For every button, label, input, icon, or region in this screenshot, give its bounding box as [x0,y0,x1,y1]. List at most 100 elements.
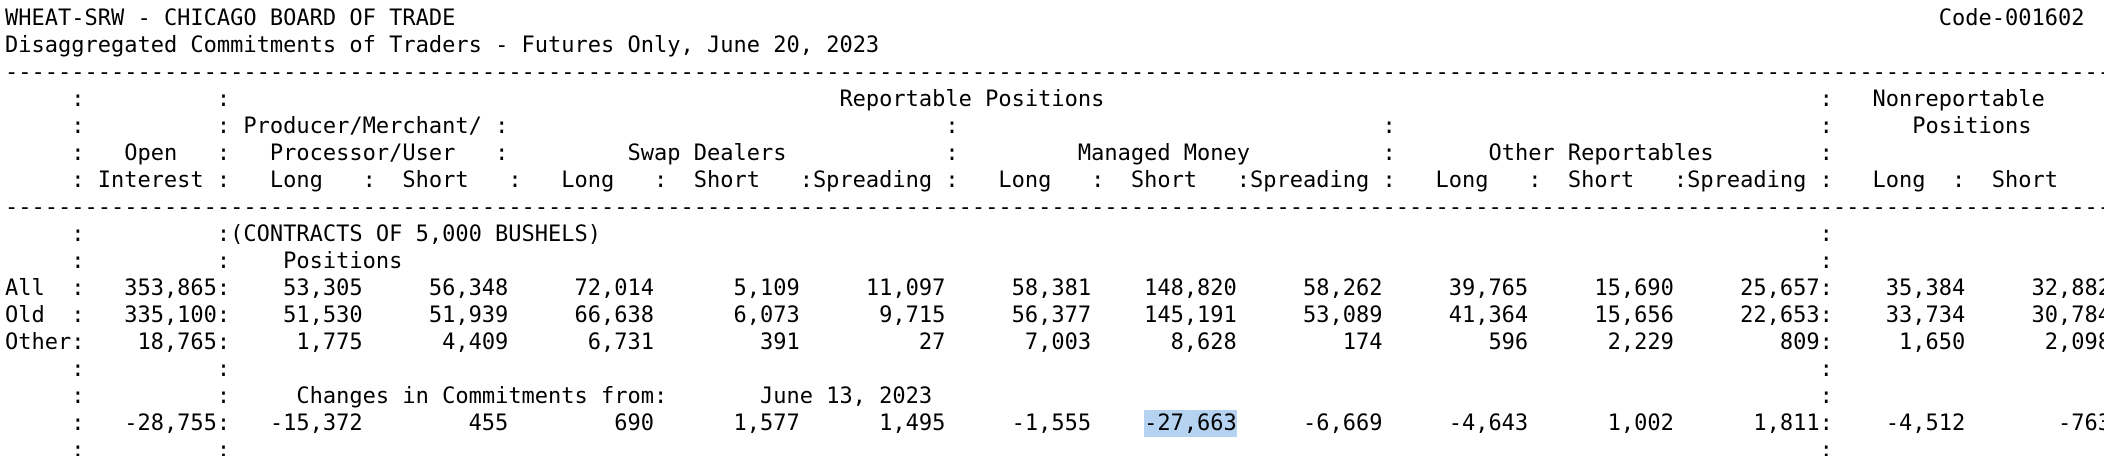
old-nonreportable-0: 33,734 [1885,303,1966,328]
column-separator: : [1819,438,1833,456]
swap-dealers-header: Swap Dealers [627,141,787,166]
open-header: Open [124,141,178,166]
all-value-8: 39,765 [1448,276,1529,301]
header-row-2: :::::: Producer/Merchant/Positions [5,113,2104,140]
column-separator: : [654,168,668,193]
other-nonreportable-1: 2,098 [2044,330,2104,355]
old-value-1: 51,939 [428,303,509,328]
old-value-9: 15,656 [1594,303,1674,328]
column-separator: : [1091,168,1105,193]
old-value-4: 9,715 [879,303,946,328]
header-row-1: ::: Reportable Positions Nonreportable [5,86,2104,113]
column-separator: : [71,384,85,409]
column-separator: : [71,438,85,456]
column-separator: : [71,141,85,166]
column-separator: : [1819,276,1833,301]
row-all: All:353,865:53,305 56,348 72,014 5,109 11,09… [5,275,2104,302]
column-separator: : [1819,222,1833,247]
changes-nonreportable-1: -763 [2057,411,2104,436]
changes-value-7: -6,669 [1303,411,1383,436]
column-separator: : [216,276,231,301]
horizontal-rule: ----------------------------------------… [5,60,2104,85]
old-nonreportable-1: 30,784 [2031,303,2104,328]
positions-line: ::: Positions [5,248,2104,275]
long-header-4: Long [1435,168,1489,193]
other-reportables-header: Other Reportables [1488,141,1714,166]
column-separator: : [216,141,231,166]
all-nonreportable-0: 35,384 [1885,276,1966,301]
old-value-3: 6,073 [733,303,800,328]
contracts-note: (CONTRACTS OF 5,000 BUSHELS) [230,222,602,247]
header-row-4: :::::::::::::: Interest Long Short Long Short… [5,167,2104,194]
all-value-4: 11,097 [865,276,946,301]
column-separator: : [71,168,85,193]
all-value-1: 56,348 [428,276,509,301]
processor-user-header: Processor/User [269,141,456,166]
all-value-10: 25,657 [1740,276,1820,301]
column-separator: : [216,222,231,247]
column-separator: : [216,438,231,456]
column-separator: : [71,411,85,436]
old-value-5: 56,377 [1011,303,1092,328]
column-separator: : [495,114,509,139]
column-separator: : [495,141,509,166]
row-old: Old:335,100:51,530 51,939 66,638 6,073 9,715… [5,302,2104,329]
old-value-10: 22,653 [1740,303,1820,328]
spreading-header-3: Spreading [1687,168,1807,193]
spreading-header-2: Spreading [1250,168,1370,193]
column-separator: : [799,168,813,193]
old-value-8: 41,364 [1448,303,1529,328]
column-separator: : [216,384,231,409]
contracts-line: ::: (CONTRACTS OF 5,000 BUSHELS) [5,221,2104,248]
changes-value-2: 690 [614,411,655,436]
changes-nonreportable-0: -4,512 [1885,411,1966,436]
column-separator: : [71,114,85,139]
column-separator: : [1673,168,1688,193]
column-separator: : [945,168,959,193]
changes-value-1: 455 [468,411,509,436]
other-value-1: 4,409 [442,330,509,355]
open-interest-old: 335,100 [124,303,217,328]
subtitle-line: Disaggregated Commitments of Traders - F… [5,32,2104,59]
column-separator: : [71,249,85,274]
old-value-6: 145,191 [1144,303,1237,328]
column-separator: : [1952,168,1966,193]
old-value-7: 53,089 [1303,303,1383,328]
positions-label: Positions [283,249,403,274]
report-subtitle: Disaggregated Commitments of Traders - F… [5,33,880,58]
column-separator: : [1382,114,1396,139]
long-header-3: Long [998,168,1052,193]
row-changes: : -28,755: -15,372 455 690 1,577 1,495 -1,555 -2… [5,410,2104,437]
column-separator: : [1819,87,1833,112]
column-separator: : [1819,411,1833,436]
nonreportable-header-line1: Nonreportable [1872,87,2045,112]
row-label-other: Other [5,330,72,355]
column-separator: : [1382,141,1396,166]
column-separator: : [1528,168,1542,193]
changes-label-line: ::: Changes in Commitments from: June 13, … [5,383,2104,410]
other-value-2: 6,731 [587,330,655,355]
short-header-4: Short [1567,168,1635,193]
other-value-7: 174 [1342,330,1383,355]
column-separator: : [1819,357,1833,382]
column-separator: : [71,222,85,247]
column-separator: : [216,303,231,328]
column-separator: : [1819,168,1833,193]
all-value-3: 5,109 [733,276,800,301]
column-separator: : [508,168,522,193]
selected-cell: -27,663 [1144,410,1237,437]
short-header-5: Short [1991,168,2058,193]
column-separator: : [1236,168,1251,193]
column-separator: : [1819,303,1833,328]
changes-value-8: -4,643 [1448,411,1529,436]
other-value-5: 7,003 [1024,330,1092,355]
interest-header: Interest [97,168,204,193]
spreading-header-1: Spreading [812,168,933,193]
column-separator: : [71,357,85,382]
column-separator: : [216,168,231,193]
report-title: WHEAT-SRW - CHICAGO BOARD OF TRADE [5,6,456,31]
all-value-0: 53,305 [283,276,363,301]
all-value-7: 58,262 [1303,276,1383,301]
changes-value-10: 1,811 [1753,411,1820,436]
